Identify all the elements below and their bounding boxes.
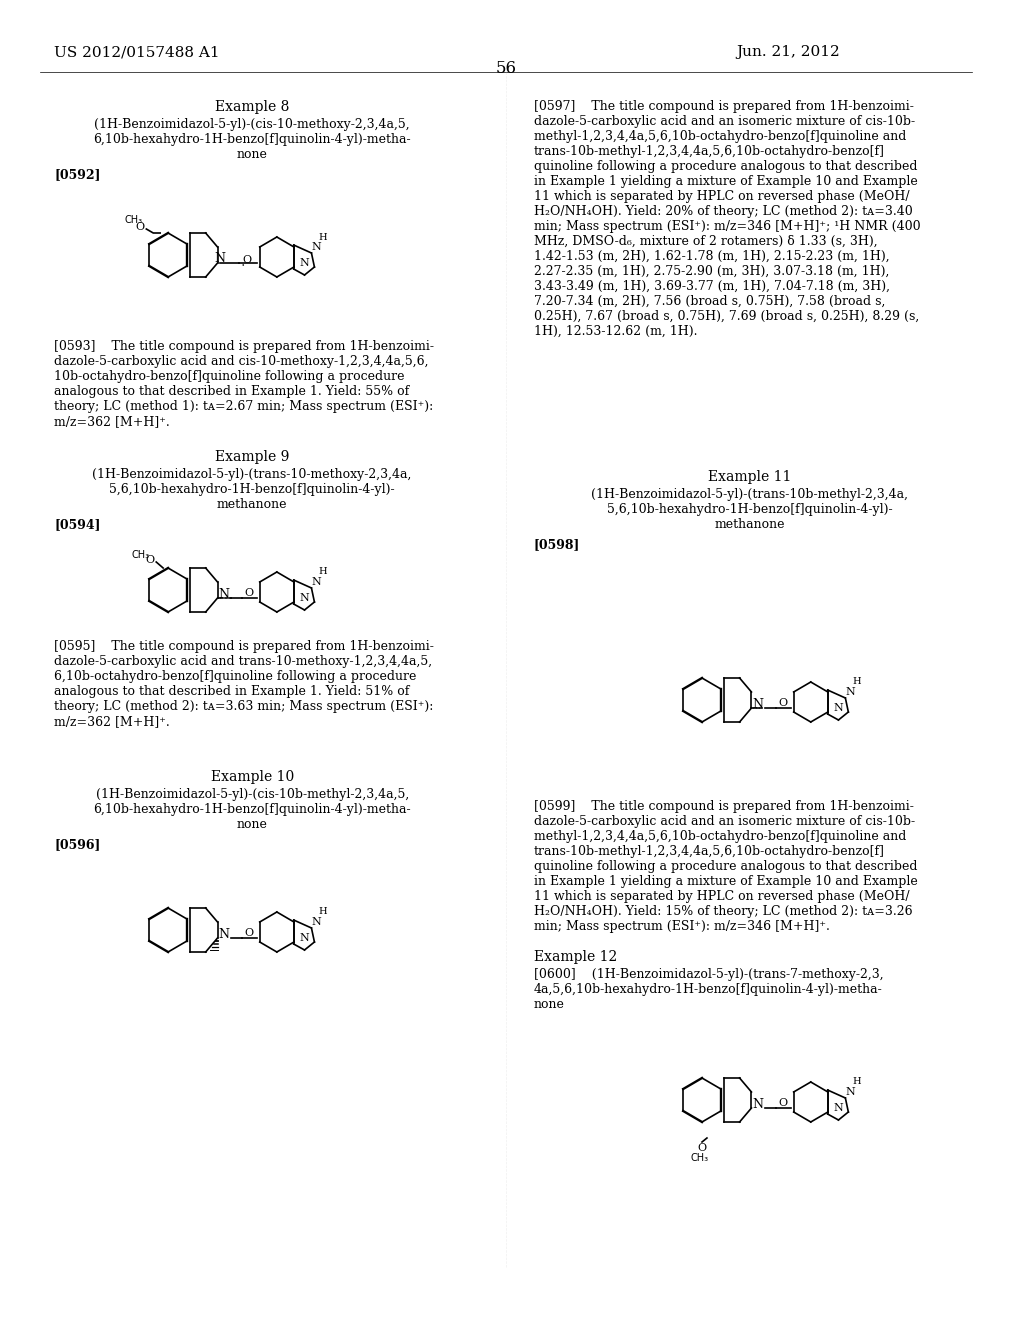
Text: N: N [752, 697, 763, 710]
Text: O: O [245, 928, 254, 939]
Text: N: N [311, 577, 322, 587]
Text: N: N [834, 1104, 844, 1113]
Text: [0597]    The title compound is prepared from 1H-benzoimi-
dazole-5-carboxylic a: [0597] The title compound is prepared fr… [534, 100, 921, 338]
Text: [0600]    (1H-Benzoimidazol-5-yl)-(trans-7-methoxy-2,3,
4a,5,6,10b-hexahydro-1H-: [0600] (1H-Benzoimidazol-5-yl)-(trans-7-… [534, 968, 884, 1011]
Text: 56: 56 [496, 59, 517, 77]
Text: Example 12: Example 12 [534, 950, 617, 964]
Text: N: N [846, 686, 855, 697]
Text: Example 8: Example 8 [215, 100, 290, 114]
Text: [0599]    The title compound is prepared from 1H-benzoimi-
dazole-5-carboxylic a: [0599] The title compound is prepared fr… [534, 800, 918, 933]
Text: O: O [778, 1098, 787, 1107]
Text: [0595]    The title compound is prepared from 1H-benzoimi-
dazole-5-carboxylic a: [0595] The title compound is prepared fr… [54, 640, 434, 729]
Text: O: O [245, 587, 254, 598]
Text: O: O [697, 1143, 707, 1152]
Text: Example 11: Example 11 [708, 470, 792, 484]
Text: [0598]: [0598] [534, 539, 581, 550]
Text: H: H [318, 232, 327, 242]
Text: O: O [243, 255, 252, 265]
Text: N: N [218, 587, 229, 601]
Text: N: N [752, 1097, 763, 1110]
Text: O: O [136, 222, 145, 232]
Text: N: N [846, 1086, 855, 1097]
Text: [0592]: [0592] [54, 168, 101, 181]
Text: Jun. 21, 2012: Jun. 21, 2012 [736, 45, 841, 59]
Text: N: N [311, 242, 322, 252]
Text: H: H [852, 1077, 860, 1086]
Text: N: N [300, 593, 309, 603]
Text: N: N [214, 252, 225, 265]
Text: (1H-Benzoimidazol-5-yl)-(trans-10b-methyl-2,3,4a,
5,6,10b-hexahydro-1H-benzo[f]q: (1H-Benzoimidazol-5-yl)-(trans-10b-methy… [591, 488, 908, 531]
Text: (1H-Benzoimidazol-5-yl)-(cis-10-methoxy-2,3,4a,5,
6,10b-hexahydro-1H-benzo[f]qui: (1H-Benzoimidazol-5-yl)-(cis-10-methoxy-… [93, 117, 411, 161]
Text: [0593]    The title compound is prepared from 1H-benzoimi-
dazole-5-carboxylic a: [0593] The title compound is prepared fr… [54, 341, 434, 428]
Text: O: O [145, 554, 155, 565]
Text: CH₃: CH₃ [691, 1152, 709, 1163]
Text: O: O [778, 698, 787, 708]
Text: US 2012/0157488 A1: US 2012/0157488 A1 [54, 45, 220, 59]
Text: Example 10: Example 10 [211, 770, 294, 784]
Text: (1H-Benzoimidazol-5-yl)-(trans-10-methoxy-2,3,4a,
5,6,10b-hexahydro-1H-benzo[f]q: (1H-Benzoimidazol-5-yl)-(trans-10-methox… [92, 469, 412, 511]
Text: H: H [318, 568, 327, 577]
Text: N: N [218, 928, 229, 940]
Text: (1H-Benzoimidazol-5-yl)-(cis-10b-methyl-2,3,4a,5,
6,10b-hexahydro-1H-benzo[f]qui: (1H-Benzoimidazol-5-yl)-(cis-10b-methyl-… [93, 788, 411, 832]
Text: N: N [834, 704, 844, 713]
Text: H: H [852, 677, 860, 686]
Text: CH₃: CH₃ [131, 550, 150, 560]
Text: CH₃: CH₃ [125, 215, 142, 224]
Text: [0596]: [0596] [54, 838, 100, 851]
Text: H: H [318, 908, 327, 916]
Text: N: N [311, 917, 322, 927]
Text: Example 9: Example 9 [215, 450, 290, 465]
Text: N: N [300, 257, 309, 268]
Text: N: N [300, 933, 309, 942]
Text: [0594]: [0594] [54, 517, 101, 531]
